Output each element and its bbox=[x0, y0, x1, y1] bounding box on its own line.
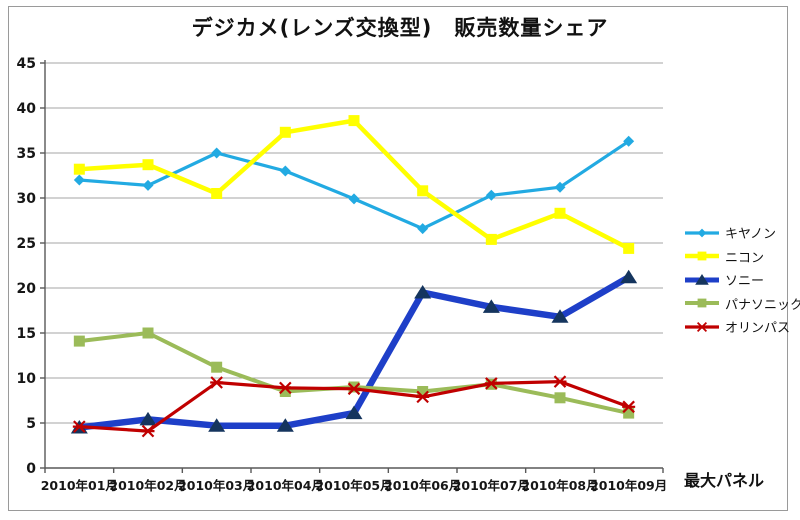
marker-triangle bbox=[139, 411, 157, 426]
legend-marker-olympus bbox=[685, 321, 719, 332]
annotation-max-panel: 最大パネル bbox=[683, 471, 764, 490]
marker-square bbox=[73, 335, 85, 347]
x-tick-label: 2010年04月 bbox=[247, 478, 324, 493]
marker-square bbox=[623, 242, 635, 254]
y-tick-label-25: 25 bbox=[17, 236, 36, 252]
legend-item-sony: ソニー bbox=[684, 268, 800, 292]
marker-xstar bbox=[347, 382, 361, 396]
marker-triangle bbox=[414, 285, 432, 299]
chart-title: デジカメ(レンズ交換型) 販売数量シェア bbox=[191, 16, 609, 40]
marker-diamond bbox=[623, 135, 635, 147]
marker-triangle bbox=[345, 405, 363, 420]
legend-label-panasonic: パナソニック bbox=[725, 297, 800, 313]
legend-label-olympus: オリンパス bbox=[725, 321, 791, 337]
marker-square bbox=[211, 361, 223, 373]
x-tick-label: 2010年08月 bbox=[521, 478, 598, 493]
legend-marker-panasonic bbox=[685, 298, 719, 308]
y-tick-label-45: 45 bbox=[17, 56, 36, 72]
marker-diamond bbox=[348, 193, 360, 205]
marker-xstar bbox=[210, 376, 224, 389]
legend-item-canon: キヤノン bbox=[684, 221, 800, 245]
x-tick-label: 2010年09月 bbox=[590, 478, 667, 493]
marker-square bbox=[211, 188, 223, 199]
legend-marker-canon bbox=[685, 228, 719, 238]
series-line-nikon bbox=[77, 118, 631, 251]
marker-diamond bbox=[73, 174, 85, 186]
legend-item-panasonic: パナソニック bbox=[684, 292, 800, 316]
marker-square bbox=[279, 126, 291, 138]
marker-square bbox=[485, 233, 497, 245]
marker-diamond bbox=[485, 189, 497, 201]
legend-item-nikon: ニコン bbox=[684, 245, 800, 269]
marker-diamond bbox=[211, 147, 223, 159]
marker-square bbox=[142, 327, 154, 339]
y-tick-label-15: 15 bbox=[17, 326, 36, 342]
marker-xstar bbox=[416, 390, 430, 404]
marker-square bbox=[417, 386, 429, 397]
marker-diamond bbox=[417, 223, 429, 235]
marker-diamond bbox=[554, 181, 566, 193]
legend-item-olympus: オリンパス bbox=[684, 315, 800, 339]
marker-square bbox=[554, 392, 566, 404]
x-tick-label: 2010年01月 bbox=[41, 478, 118, 493]
marker-square bbox=[73, 163, 85, 175]
marker-square bbox=[554, 207, 566, 219]
legend-label-canon: キヤノン bbox=[725, 227, 776, 243]
series-line-panasonic bbox=[77, 331, 631, 416]
marker-triangle bbox=[482, 299, 500, 313]
marker-xstar bbox=[696, 321, 708, 332]
marker-xstar bbox=[141, 424, 155, 438]
legend-label-nikon: ニコン bbox=[725, 250, 765, 266]
legend-marker-nikon bbox=[685, 251, 719, 261]
marker-xstar bbox=[622, 400, 636, 414]
marker-xstar bbox=[553, 375, 567, 388]
y-tick-label-10: 10 bbox=[17, 371, 37, 387]
y-tick-label-40: 40 bbox=[17, 101, 37, 117]
series-line-sony bbox=[76, 273, 632, 431]
marker-xstar bbox=[484, 377, 498, 390]
x-tick-label: 2010年03月 bbox=[178, 478, 255, 493]
marker-square bbox=[623, 407, 635, 419]
marker-triangle bbox=[551, 309, 569, 323]
marker-diamond bbox=[697, 228, 707, 238]
marker-triangle bbox=[276, 418, 294, 432]
legend: キヤノンニコンソニーパナソニック オリンパス bbox=[684, 221, 800, 339]
marker-triangle bbox=[208, 418, 226, 432]
y-tick-label-35: 35 bbox=[17, 146, 36, 162]
x-tick-label: 2010年05月 bbox=[315, 478, 392, 493]
x-tick-label: 2010年06月 bbox=[384, 478, 461, 493]
marker-square bbox=[697, 251, 707, 261]
y-tick-label-30: 30 bbox=[17, 191, 37, 207]
marker-diamond bbox=[142, 179, 154, 191]
legend-marker-sony bbox=[685, 273, 719, 285]
marker-square bbox=[697, 298, 707, 308]
y-tick-label-0: 0 bbox=[26, 461, 36, 477]
chart-frame bbox=[8, 6, 788, 511]
marker-xstar bbox=[72, 420, 86, 433]
y-tick-label-20: 20 bbox=[17, 281, 37, 297]
marker-square bbox=[348, 381, 360, 393]
marker-diamond bbox=[279, 165, 291, 177]
marker-square bbox=[417, 185, 429, 197]
y-tick-label-5: 5 bbox=[26, 416, 36, 432]
marker-square bbox=[142, 159, 154, 171]
series-line-canon bbox=[77, 139, 631, 231]
marker-triangle bbox=[620, 269, 638, 284]
marker-triangle bbox=[695, 273, 709, 285]
marker-square bbox=[348, 115, 360, 127]
x-tick-label: 2010年02月 bbox=[109, 478, 186, 493]
marker-xstar bbox=[278, 381, 292, 395]
x-tick-label: 2010年07月 bbox=[453, 478, 530, 493]
legend-label-sony: ソニー bbox=[725, 274, 765, 290]
marker-square bbox=[279, 386, 291, 397]
